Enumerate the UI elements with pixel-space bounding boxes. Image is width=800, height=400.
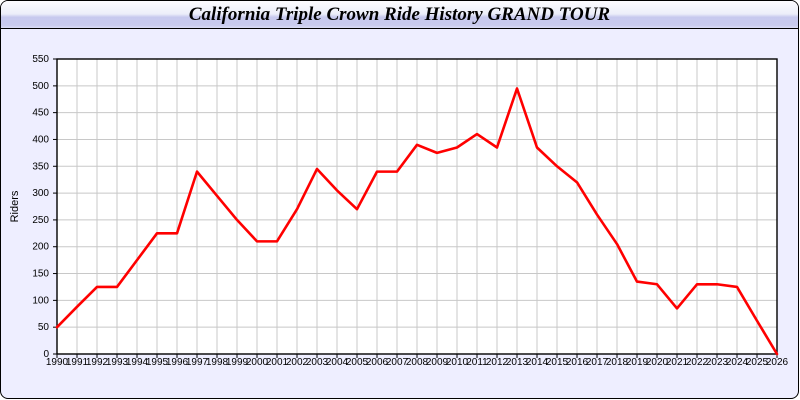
svg-text:550: 550 (32, 54, 49, 65)
svg-text:500: 500 (32, 81, 49, 92)
svg-text:150: 150 (32, 269, 49, 280)
svg-text:250: 250 (32, 215, 49, 226)
svg-text:400: 400 (32, 134, 49, 145)
svg-text:450: 450 (32, 108, 49, 119)
svg-text:100: 100 (32, 295, 49, 306)
svg-text:Riders: Riders (9, 190, 21, 222)
svg-text:300: 300 (32, 188, 49, 199)
svg-text:2010: 2010 (446, 357, 469, 368)
svg-text:350: 350 (32, 161, 49, 172)
svg-text:2026: 2026 (766, 357, 789, 368)
svg-text:50: 50 (38, 322, 50, 333)
svg-text:200: 200 (32, 242, 49, 253)
